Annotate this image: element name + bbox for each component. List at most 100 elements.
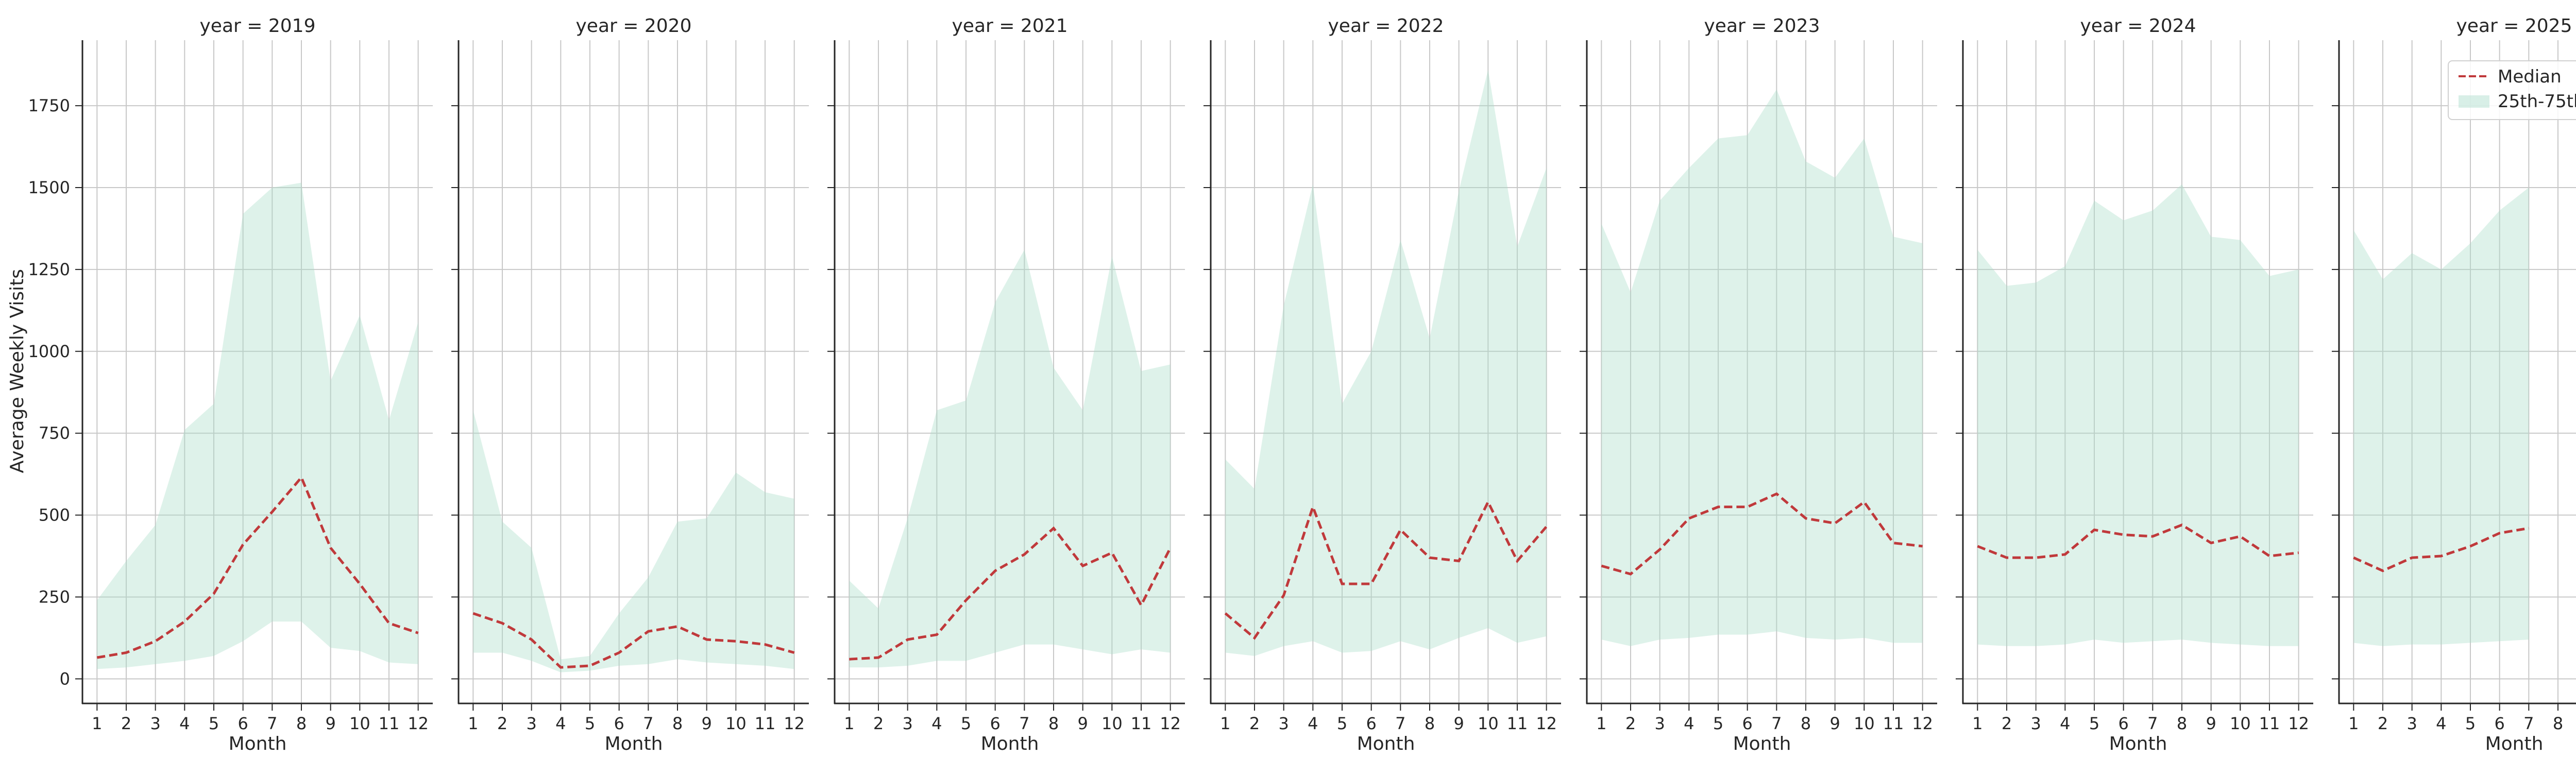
x-tick-label: 11 — [1131, 714, 1152, 733]
y-tick-label: 500 — [39, 506, 70, 525]
median-line — [472, 612, 795, 669]
facet-title: year = 2020 — [576, 15, 692, 37]
median-line — [2353, 527, 2529, 573]
grid-lines — [1211, 40, 1561, 703]
median-line — [1977, 523, 2299, 559]
x-tick-label: 4 — [1684, 714, 1694, 733]
x-tick-label: 6 — [2494, 714, 2504, 733]
y-tick-label: 1250 — [28, 260, 70, 279]
x-tick-label: 10 — [725, 714, 747, 733]
x-tick-label: 11 — [755, 714, 776, 733]
x-tick-label: 7 — [1395, 714, 1405, 733]
x-axis-label: Month — [2109, 733, 2167, 754]
x-tick-label: 2 — [2378, 714, 2388, 733]
x-tick-label: 11 — [2259, 714, 2280, 733]
x-tick-label: 4 — [179, 714, 190, 733]
x-tick-label: 4 — [2436, 714, 2446, 733]
x-axis-label: Month — [605, 733, 663, 754]
percentile-band — [97, 182, 418, 669]
grid-lines — [1587, 40, 1937, 703]
percentile-band — [1225, 70, 1547, 656]
x-tick-label: 2 — [121, 714, 131, 733]
x-tick-label: 5 — [2465, 714, 2476, 733]
x-tick-label: 4 — [1308, 714, 1318, 733]
x-axis-label: Month — [981, 733, 1039, 754]
grid-lines — [459, 40, 809, 703]
facet-title: year = 2024 — [2080, 15, 2196, 37]
x-tick-label: 3 — [526, 714, 536, 733]
x-tick-label: 6 — [1366, 714, 1376, 733]
x-tick-label: 6 — [1742, 714, 1752, 733]
x-tick-label: 1 — [1220, 714, 1230, 733]
x-tick-label: 6 — [614, 714, 624, 733]
y-tick-label: 1750 — [28, 96, 70, 115]
y-tick-label: 1000 — [28, 342, 70, 361]
x-axis-label: Month — [1357, 733, 1415, 754]
x-tick-label: 8 — [296, 714, 307, 733]
x-tick-label: 7 — [643, 714, 653, 733]
x-tick-label: 6 — [2118, 714, 2128, 733]
grid-lines — [835, 40, 1185, 703]
legend: Median 25th-75th Percentile — [2448, 60, 2576, 120]
grid-lines — [2339, 40, 2576, 703]
x-tick-label: 10 — [349, 714, 370, 733]
x-tick-label: 1 — [844, 714, 854, 733]
x-tick-label: 7 — [2147, 714, 2158, 733]
x-tick-label: 4 — [2060, 714, 2070, 733]
x-tick-label: 2 — [1625, 714, 1636, 733]
x-tick-label: 5 — [1337, 714, 1347, 733]
x-tick-label: 9 — [1077, 714, 1088, 733]
x-tick-label: 7 — [1019, 714, 1029, 733]
facet-title: year = 2025 — [2456, 15, 2572, 37]
x-tick-label: 5 — [961, 714, 971, 733]
x-tick-label: 1 — [1972, 714, 1982, 733]
x-tick-label: 7 — [267, 714, 277, 733]
x-tick-label: 8 — [2177, 714, 2187, 733]
x-tick-label: 8 — [672, 714, 683, 733]
x-tick-label: 6 — [238, 714, 248, 733]
x-tick-label: 9 — [2206, 714, 2216, 733]
x-tick-label: 3 — [1278, 714, 1289, 733]
x-axis-label: Month — [2485, 733, 2544, 754]
facet-title: year = 2022 — [1328, 15, 1444, 37]
percentile-band — [2353, 188, 2529, 646]
x-tick-label: 10 — [1854, 714, 1875, 733]
facet-title: year = 2021 — [952, 15, 1068, 37]
x-tick-label: 3 — [2030, 714, 2041, 733]
x-tick-label: 12 — [1912, 714, 1933, 733]
percentile-band — [1977, 184, 2299, 646]
x-tick-label: 1 — [468, 714, 478, 733]
x-tick-label: 9 — [701, 714, 711, 733]
x-tick-label: 6 — [990, 714, 1000, 733]
legend-band-swatch — [2459, 95, 2489, 108]
x-tick-label: 7 — [2523, 714, 2534, 733]
percentile-band — [473, 410, 794, 673]
x-tick-label: 8 — [1425, 714, 1435, 733]
x-tick-label: 12 — [2288, 714, 2309, 733]
x-tick-label: 5 — [1713, 714, 1723, 733]
x-tick-label: 8 — [1801, 714, 1811, 733]
x-tick-label: 2 — [873, 714, 884, 733]
x-tick-label: 1 — [2348, 714, 2359, 733]
x-tick-label: 9 — [1453, 714, 1464, 733]
x-tick-label: 1 — [92, 714, 102, 733]
x-tick-label: 11 — [1507, 714, 1528, 733]
median-line — [1224, 499, 1548, 640]
legend-band-label: 25th-75th Percentile — [2498, 91, 2576, 112]
x-tick-label: 9 — [325, 714, 335, 733]
x-tick-label: 5 — [209, 714, 219, 733]
grid-lines — [82, 40, 433, 703]
facets-container: 1 2 3 4 5 6 7 8 9 10 11 120250500750100012501500175… — [28, 15, 2576, 754]
x-tick-label: 12 — [784, 714, 805, 733]
percentile-band — [849, 249, 1171, 668]
x-tick-label: 8 — [2553, 714, 2563, 733]
x-tick-label: 8 — [1048, 714, 1059, 733]
x-tick-label: 12 — [408, 714, 429, 733]
